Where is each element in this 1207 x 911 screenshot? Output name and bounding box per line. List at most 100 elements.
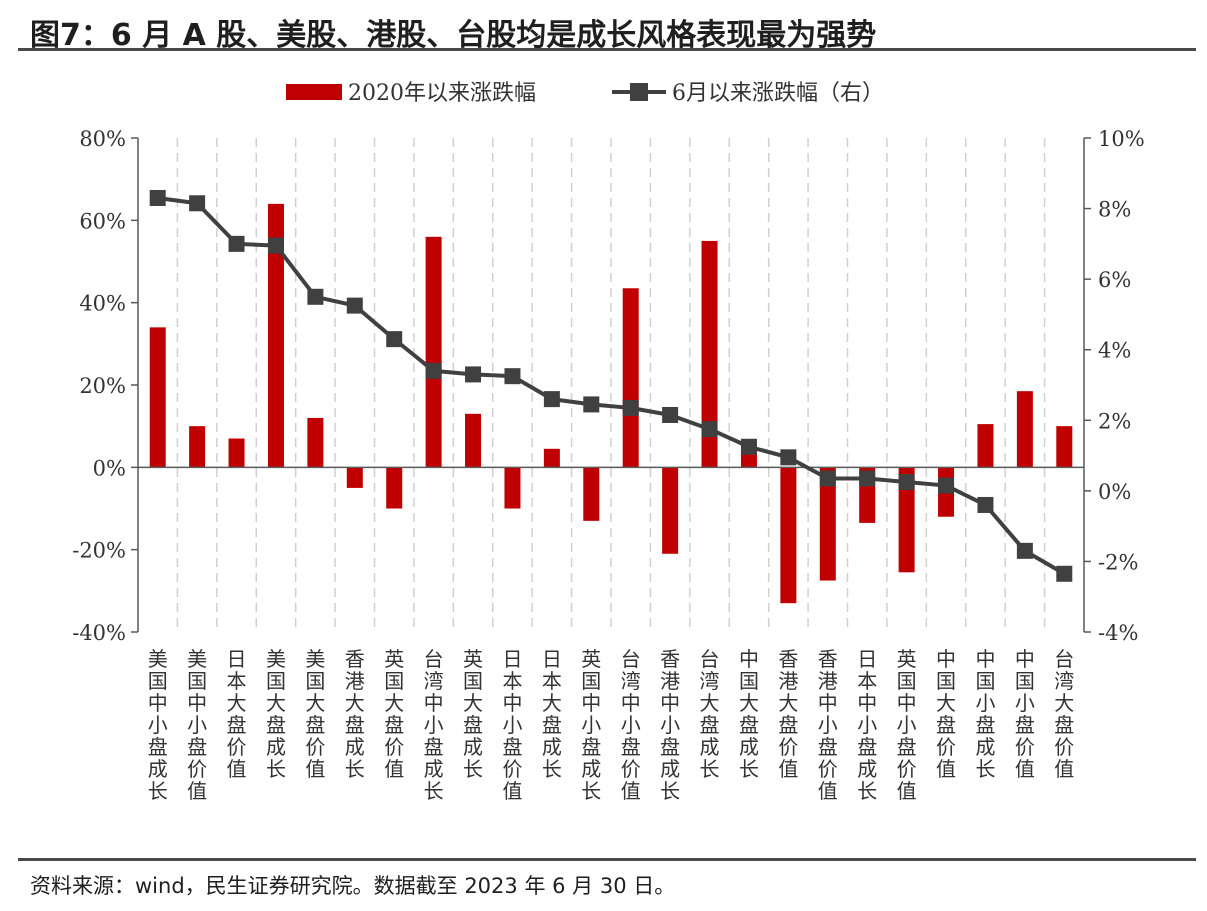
category-char: 香 [778,647,798,671]
category-char: 价 [897,757,917,781]
category-char: 小 [621,713,641,737]
category-char: 小 [857,713,877,737]
category-char: 国 [975,669,995,693]
bar [819,467,836,581]
category-char: 中 [857,691,877,715]
category-char: 台 [621,647,641,671]
bar [425,236,442,468]
category-char: 值 [187,779,207,803]
bar [622,288,639,468]
category-char: 成 [700,735,720,759]
bar [898,467,915,573]
category-char: 成 [975,735,995,759]
category-char: 值 [936,757,956,781]
category-char: 盘 [542,713,562,737]
category-char: 成 [857,757,877,781]
category-char: 小 [897,713,917,737]
category-char: 大 [739,691,759,715]
category-char: 小 [187,713,207,737]
category-char: 价 [1015,735,1035,759]
line-marker [307,288,324,305]
category-char: 国 [187,669,207,693]
category-char: 盘 [305,713,325,737]
category-char: 成 [424,757,444,781]
left-tick-label: 0% [93,456,126,480]
bar [1016,391,1033,468]
category-char: 美 [148,647,168,671]
category-char: 大 [778,691,798,715]
right-tick-label: 10% [1098,127,1145,151]
category-char: 盘 [187,735,207,759]
category-char: 值 [227,757,247,781]
category-char: 中 [424,691,444,715]
category-char: 大 [936,691,956,715]
category-char: 价 [187,757,207,781]
grid [176,138,1046,632]
category-char: 小 [502,713,522,737]
category-char: 中 [936,647,956,671]
category-char: 盘 [424,735,444,759]
category-char: 小 [148,713,168,737]
category-char: 盘 [266,713,286,737]
legend: 2020年以来涨跌幅 6月以来涨跌幅（右） [286,81,884,106]
source-note: 资料来源：wind，民生证券研究院。数据截至 2023 年 6 月 30 日。 [30,874,676,898]
line-marker [819,470,836,487]
category-char: 香 [660,647,680,671]
left-tick-label: 40% [79,292,126,316]
category-char: 长 [424,779,444,803]
category-char: 小 [818,713,838,737]
line-marker [1056,565,1073,582]
category-char: 美 [305,647,325,671]
category-char: 小 [975,691,995,715]
bar [701,240,718,468]
axes: 80% 60% 40% 20% 0% -20% -40% 10% 8% 6% 4% 2% 0% -2% -4… [72,127,1144,645]
category-char: 中 [975,647,995,671]
category-char: 港 [660,669,680,693]
line-marker [859,470,876,487]
bar [740,450,757,468]
left-tick-label: 60% [79,209,126,233]
category-char: 港 [778,669,798,693]
category-char: 中 [818,691,838,715]
category-char: 日 [502,647,522,671]
line-marker [149,189,166,206]
category-char: 盘 [581,735,601,759]
category-char: 值 [897,779,917,803]
category-char: 长 [739,757,759,781]
category-char: 盘 [345,713,365,737]
right-tick-label: 6% [1098,268,1131,292]
category-char: 英 [463,647,483,671]
bar [307,417,324,468]
line-marker [740,438,757,455]
category-char: 湾 [1054,669,1074,693]
category-char: 美 [187,647,207,671]
category-char: 盘 [818,735,838,759]
category-char: 国 [463,669,483,693]
category-char: 本 [502,669,522,693]
category-char: 值 [305,757,325,781]
category-char: 国 [739,669,759,693]
category-char: 价 [227,735,247,759]
category-char: 小 [581,713,601,737]
category-char: 大 [700,691,720,715]
category-char: 大 [305,691,325,715]
line-marker [189,195,206,212]
bar [149,327,166,468]
category-char: 价 [818,757,838,781]
line-marker [465,366,482,383]
category-labels: 美国中小盘成长美国中小盘价值日本大盘价值美国大盘成长美国大盘价值香港大盘成长英国… [148,647,1075,803]
line-marker [228,235,245,252]
category-char: 中 [1015,647,1035,671]
category-char: 国 [148,669,168,693]
right-tick-label: 8% [1098,198,1131,222]
category-char: 长 [975,757,995,781]
category-char: 盘 [1054,713,1074,737]
category-char: 盘 [660,735,680,759]
